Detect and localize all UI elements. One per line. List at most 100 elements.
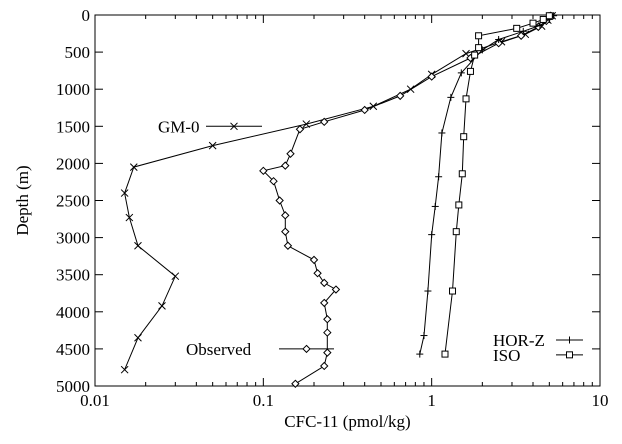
legend-label-gm-0: GM-0 <box>158 117 200 136</box>
data-point-square <box>566 351 573 359</box>
y-tick-label: 0 <box>82 6 91 25</box>
data-point-diamond <box>320 278 329 288</box>
x-tick-label: 0.01 <box>80 391 110 410</box>
data-point-x <box>462 49 470 58</box>
data-point-diamond <box>275 196 284 205</box>
data-point-diamond <box>302 344 311 354</box>
data-point-square <box>466 67 474 75</box>
data-point-diamond <box>281 211 290 220</box>
x-axis-title: CFC-11 (pmol/kg) <box>284 412 410 431</box>
legend-label-hor-z: HOR-Z <box>493 331 545 350</box>
data-point-x <box>134 241 142 250</box>
data-point-plus <box>457 69 465 77</box>
data-point-diamond <box>309 255 319 265</box>
data-point-diamond <box>323 315 332 324</box>
y-tick-label: 2500 <box>56 192 90 211</box>
axes: 0.01 0.1 1 10 0 500 1000 1500 2000 2500 3000 3500 40… <box>56 6 609 410</box>
series-hor-z <box>416 12 558 358</box>
data-point-x <box>134 333 142 342</box>
data-point-x <box>208 141 217 150</box>
data-point-diamond <box>295 125 305 134</box>
data-point-x <box>129 163 138 171</box>
series-line-iso <box>444 15 550 355</box>
legend-label-observed: Observed <box>186 340 252 359</box>
data-point-x <box>230 122 238 131</box>
legend-label-iso: ISO <box>493 346 520 365</box>
data-point-diamond <box>291 379 300 388</box>
data-point-diamond <box>259 166 268 176</box>
data-point-diamond <box>395 91 405 101</box>
data-point-square <box>539 15 547 23</box>
data-point-plus <box>519 27 527 35</box>
data-point-diamond <box>281 161 290 170</box>
data-point-diamond <box>320 361 329 371</box>
data-point-diamond <box>323 348 332 357</box>
data-point-plus <box>420 332 428 340</box>
series-layer <box>120 11 558 388</box>
y-tick-label: 4500 <box>56 340 90 359</box>
data-point-square <box>475 32 483 40</box>
y-axis-title: Depth (m) <box>13 165 32 235</box>
data-point-diamond <box>320 298 329 308</box>
series-gm-0 <box>120 11 557 374</box>
data-point-diamond <box>283 241 293 250</box>
data-point-square <box>458 170 466 178</box>
y-tick-label: 4000 <box>56 303 90 322</box>
data-point-square <box>513 24 521 32</box>
data-point-diamond <box>331 285 341 294</box>
series-iso <box>441 12 553 358</box>
data-point-x <box>171 272 180 281</box>
y-tick-label: 3000 <box>56 229 90 248</box>
data-point-plus <box>416 350 424 358</box>
x-tick-label: 1 <box>427 391 436 410</box>
legend-entry-observed: Observed <box>186 340 334 359</box>
data-point-diamond <box>269 177 278 186</box>
data-point-plus <box>435 173 443 181</box>
series-line-gm-0 <box>124 15 553 370</box>
data-point-square <box>475 44 483 52</box>
data-point-square <box>545 12 553 20</box>
data-point-square <box>441 350 449 358</box>
data-point-square <box>462 95 470 103</box>
data-point-x <box>158 302 166 310</box>
data-point-x <box>120 189 129 197</box>
y-tick-label: 1000 <box>56 80 90 99</box>
data-point-square <box>471 51 479 59</box>
data-point-plus <box>495 35 503 43</box>
data-point-square <box>529 19 537 27</box>
data-point-plus <box>431 202 439 210</box>
legend-entry-iso: ISO <box>493 346 583 365</box>
data-point-diamond <box>494 38 503 48</box>
series-line-observed <box>262 15 552 385</box>
data-point-diamond <box>320 117 329 127</box>
data-point-diamond <box>427 72 436 81</box>
data-point-diamond <box>281 227 290 236</box>
data-point-plus <box>566 336 573 344</box>
data-point-diamond <box>323 328 332 337</box>
data-point-plus <box>447 93 455 101</box>
legend-entry-hor-z: HOR-Z <box>493 331 583 350</box>
data-point-diamond <box>360 105 369 115</box>
data-point-square <box>452 228 460 236</box>
x-tick-label: 10 <box>592 391 609 410</box>
data-point-square <box>460 133 468 141</box>
y-tick-label: 500 <box>65 43 91 62</box>
data-point-diamond <box>313 269 322 278</box>
legend-entry-gm-0: GM-0 <box>158 117 262 136</box>
data-point-square <box>449 287 457 295</box>
data-point-plus <box>536 21 544 29</box>
data-point-plus <box>424 287 432 295</box>
data-point-x <box>125 213 134 222</box>
x-tick-label: 0.1 <box>253 391 274 410</box>
y-tick-label: 5000 <box>56 377 90 396</box>
y-tick-label: 2000 <box>56 154 90 173</box>
series-line-hor-z <box>419 15 554 355</box>
data-point-plus <box>428 231 436 239</box>
data-point-x <box>120 365 129 374</box>
y-tick-label: 3500 <box>56 266 90 285</box>
data-point-plus <box>438 129 446 137</box>
data-point-diamond <box>286 149 295 158</box>
y-tick-label: 1500 <box>56 117 90 136</box>
